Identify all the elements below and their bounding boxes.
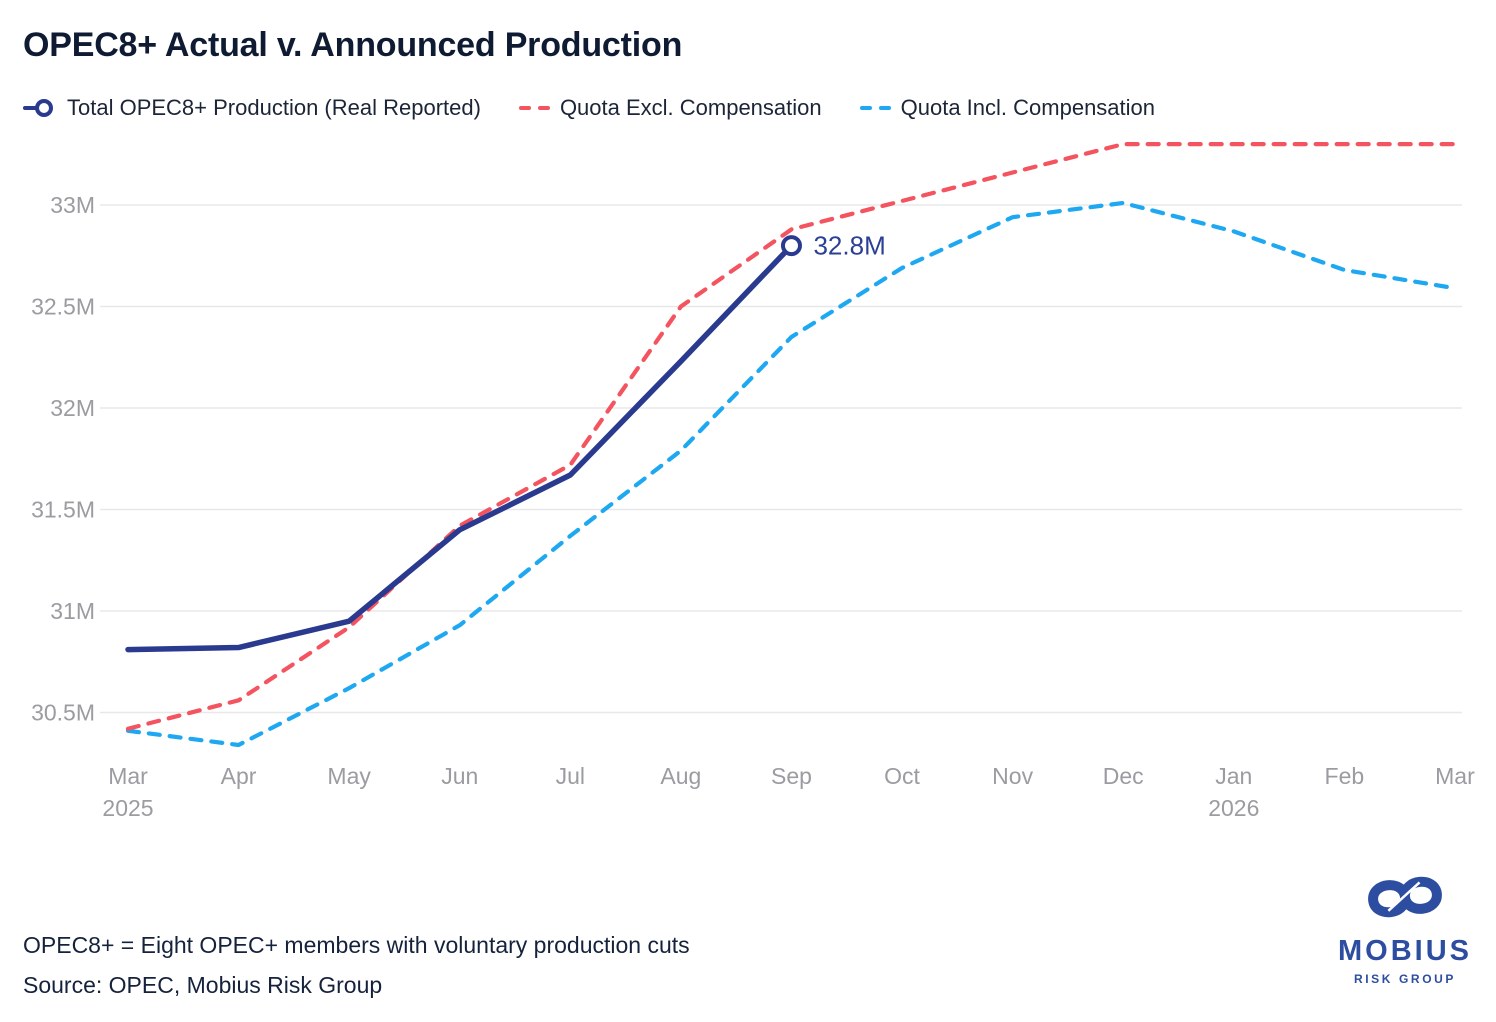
y-tick-label: 32M [50, 395, 95, 421]
x-tick-label: Mar [1435, 763, 1475, 789]
x-tick-label: Feb [1325, 763, 1365, 789]
x-tick-year-label: 2026 [1208, 795, 1259, 821]
x-tick-label: Jul [556, 763, 585, 789]
legend-label: Quota Excl. Compensation [559, 95, 822, 120]
series-line-quota-incl [125, 200, 1458, 748]
series-line-actual [125, 242, 795, 653]
logo-subtitle: RISK GROUP [1353, 972, 1456, 986]
blue-dash-marker-icon [859, 105, 891, 111]
footnote: OPEC8+ = Eight OPEC+ members with volunt… [23, 932, 690, 958]
x-tick-label: Oct [884, 763, 920, 789]
y-tick-label: 32.5M [31, 294, 95, 320]
series-line-quota-excl [125, 142, 1458, 731]
x-tick-label: May [327, 763, 371, 789]
chart-title: OPEC8+ Actual v. Announced Production [23, 26, 683, 64]
red-dash-marker-icon [518, 105, 550, 111]
legend-item-actual-production: Total OPEC8+ Production (Real Reported) [23, 95, 481, 121]
series-end-label: 32.8M [813, 231, 885, 261]
legend-label: Total OPEC8+ Production (Real Reported) [67, 95, 481, 120]
x-tick-label: Mar [108, 763, 148, 789]
series-end-marker [780, 235, 802, 257]
legend-item-quota-incl: Quota Incl. Compensation [859, 95, 1156, 121]
x-tick-label: Sep [771, 763, 812, 789]
legend-label: Quota Incl. Compensation [900, 95, 1156, 120]
y-tick-label: 33M [50, 192, 95, 218]
source-credit: Source: OPEC, Mobius Risk Group [23, 972, 383, 998]
x-tick-label: Apr [221, 763, 257, 789]
x-tick-label: Aug [660, 763, 701, 789]
mobius-logo: MOBIUS RISK GROUP [1330, 866, 1480, 986]
legend-ring [35, 99, 53, 117]
y-tick-label: 31.5M [31, 497, 95, 523]
legend: Total OPEC8+ Production (Real Reported) … [23, 95, 1155, 121]
x-tick-label: Nov [992, 763, 1033, 789]
infinity-icon [1368, 876, 1442, 918]
y-tick-label: 31M [50, 598, 95, 624]
y-tick-label: 30.5M [31, 700, 95, 726]
x-tick-label: Jan [1215, 763, 1252, 789]
line-circle-marker-icon [23, 97, 57, 119]
x-tick-label: Dec [1103, 763, 1144, 789]
x-tick-year-label: 2025 [102, 795, 153, 821]
legend-item-quota-excl: Quota Excl. Compensation [518, 95, 822, 121]
x-tick-label: Jun [441, 763, 478, 789]
logo-wordmark: MOBIUS [1338, 935, 1472, 967]
